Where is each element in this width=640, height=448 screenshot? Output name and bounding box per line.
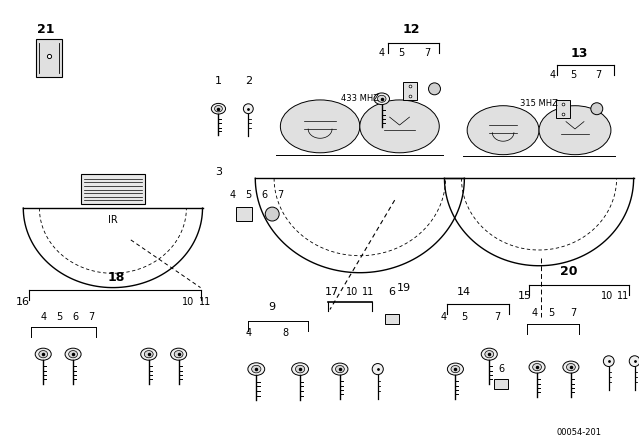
- Ellipse shape: [35, 348, 51, 360]
- Ellipse shape: [378, 95, 386, 102]
- Text: 10: 10: [600, 291, 613, 301]
- Text: 8: 8: [282, 328, 288, 338]
- Ellipse shape: [211, 103, 225, 114]
- Bar: [556, 100, 570, 118]
- Text: 19: 19: [397, 283, 411, 293]
- Circle shape: [243, 104, 253, 114]
- Ellipse shape: [360, 100, 439, 153]
- Text: 11: 11: [362, 287, 374, 297]
- Ellipse shape: [481, 348, 497, 360]
- Ellipse shape: [374, 93, 390, 104]
- Text: 10: 10: [346, 287, 358, 297]
- Text: 4: 4: [532, 308, 538, 319]
- Bar: [81, 174, 145, 204]
- Ellipse shape: [145, 351, 153, 358]
- Text: 6: 6: [388, 287, 395, 297]
- Ellipse shape: [292, 363, 308, 375]
- Text: 20: 20: [560, 265, 578, 278]
- Text: 4: 4: [379, 48, 385, 58]
- Circle shape: [265, 207, 279, 221]
- Text: 4: 4: [229, 190, 236, 200]
- Ellipse shape: [447, 363, 463, 375]
- Text: 11: 11: [200, 297, 212, 306]
- Text: 5: 5: [461, 312, 467, 323]
- Ellipse shape: [467, 106, 539, 155]
- Text: 18: 18: [108, 271, 125, 284]
- Text: 5: 5: [570, 70, 576, 80]
- Text: 13: 13: [570, 47, 588, 60]
- Ellipse shape: [529, 361, 545, 373]
- Ellipse shape: [252, 365, 261, 373]
- Text: 4: 4: [40, 312, 46, 323]
- Circle shape: [604, 356, 614, 366]
- Text: 6: 6: [498, 364, 504, 374]
- Bar: [36, 39, 62, 77]
- Text: 5: 5: [245, 190, 252, 200]
- Text: 9: 9: [269, 302, 276, 312]
- Text: 7: 7: [596, 70, 602, 80]
- Text: 17: 17: [325, 287, 339, 297]
- Text: 5: 5: [56, 312, 62, 323]
- Circle shape: [372, 363, 383, 375]
- Text: 7: 7: [88, 312, 94, 323]
- Circle shape: [591, 103, 603, 115]
- Text: 7: 7: [424, 48, 431, 58]
- Bar: [385, 314, 399, 324]
- Text: 14: 14: [458, 287, 472, 297]
- Ellipse shape: [214, 106, 222, 112]
- Text: 6: 6: [261, 190, 268, 200]
- Text: 5: 5: [399, 48, 404, 58]
- Ellipse shape: [68, 351, 77, 358]
- Text: 3: 3: [215, 167, 222, 177]
- Text: IR: IR: [108, 215, 118, 225]
- Text: 6: 6: [72, 312, 78, 323]
- Ellipse shape: [451, 366, 460, 373]
- Ellipse shape: [532, 363, 541, 370]
- Circle shape: [629, 356, 640, 366]
- Bar: [494, 379, 508, 389]
- Text: 16: 16: [16, 297, 30, 306]
- Ellipse shape: [174, 351, 183, 358]
- Ellipse shape: [296, 365, 305, 373]
- Text: 2: 2: [244, 76, 252, 86]
- Ellipse shape: [485, 351, 493, 358]
- Ellipse shape: [335, 366, 344, 373]
- Text: 4: 4: [550, 70, 556, 80]
- Ellipse shape: [280, 100, 360, 153]
- Text: 7: 7: [277, 190, 284, 200]
- Text: 15: 15: [518, 291, 532, 301]
- Text: 11: 11: [616, 291, 629, 301]
- Ellipse shape: [566, 363, 575, 370]
- Ellipse shape: [539, 106, 611, 155]
- Text: 4: 4: [245, 328, 252, 338]
- Text: 1: 1: [215, 76, 222, 86]
- Text: 4: 4: [440, 312, 447, 323]
- Text: 7: 7: [494, 312, 500, 323]
- Text: 12: 12: [403, 23, 420, 36]
- Text: 315 MHZ: 315 MHZ: [520, 99, 558, 108]
- Text: 433 MHZ: 433 MHZ: [341, 94, 379, 103]
- Ellipse shape: [563, 361, 579, 373]
- Ellipse shape: [248, 363, 265, 375]
- Text: 00054-201: 00054-201: [556, 428, 602, 437]
- Bar: [403, 82, 417, 100]
- Ellipse shape: [39, 351, 47, 358]
- Bar: [236, 207, 252, 221]
- Text: 5: 5: [548, 308, 554, 319]
- Text: 7: 7: [570, 308, 576, 319]
- Ellipse shape: [141, 348, 157, 360]
- Ellipse shape: [332, 363, 348, 375]
- Circle shape: [429, 83, 440, 95]
- Ellipse shape: [65, 348, 81, 360]
- Text: 21: 21: [38, 23, 55, 36]
- Text: 10: 10: [182, 297, 195, 306]
- Ellipse shape: [171, 348, 187, 360]
